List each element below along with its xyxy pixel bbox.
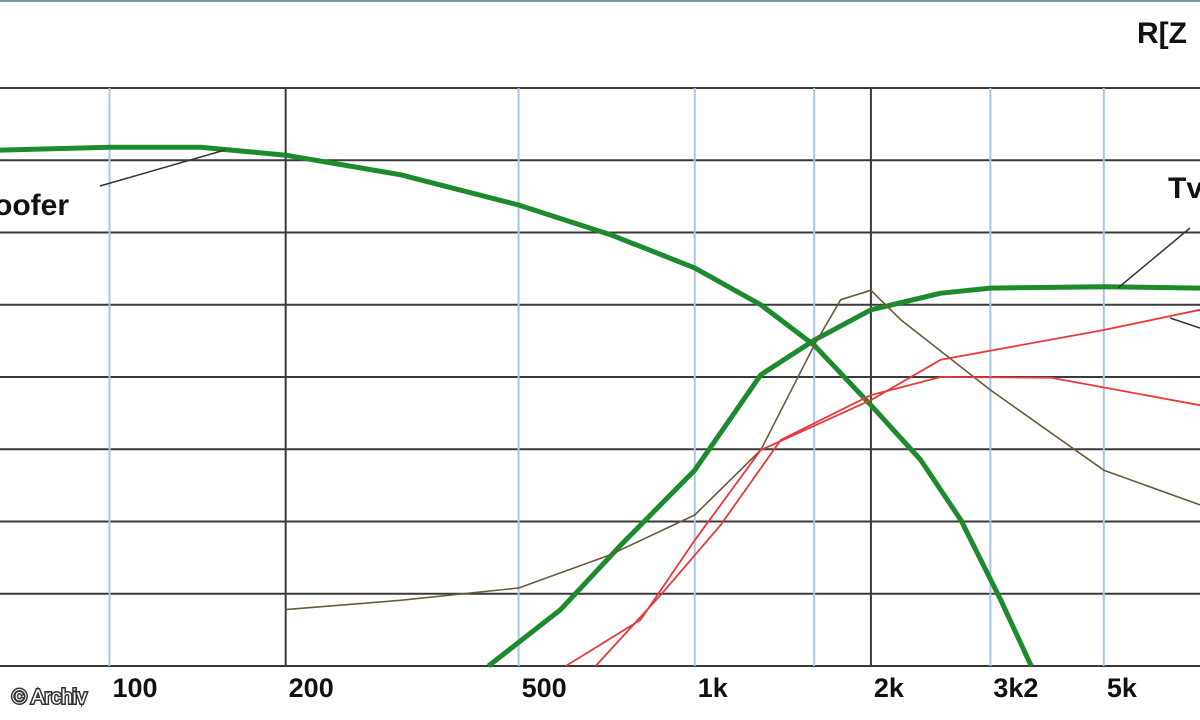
grid <box>0 87 1200 667</box>
x-tick-label: 3k2 <box>993 673 1038 703</box>
series-line <box>486 284 1200 668</box>
leader-line <box>1117 227 1191 289</box>
x-tick-label: 200 <box>289 673 334 703</box>
leader-line <box>99 149 226 187</box>
x-tick-label: 5k <box>1107 673 1138 703</box>
tick-labels: 100 200 500 1k 2k 3k2 5k <box>112 673 1137 703</box>
x-tick-label: 2k <box>874 673 905 703</box>
annotation: Tv <box>1168 172 1200 205</box>
lines <box>0 144 1200 668</box>
series-line <box>0 144 1034 668</box>
x-tick-label: 100 <box>112 673 157 703</box>
series-line <box>285 289 1200 611</box>
x-tick-label: 1k <box>698 673 729 703</box>
credit: © Archiv <box>12 686 87 708</box>
series-line <box>594 376 1200 667</box>
corner-label: R[Z <box>1137 17 1187 50</box>
annotation: oofer <box>0 189 69 222</box>
x-tick-label: 500 <box>522 673 567 703</box>
leader-line <box>1169 317 1200 329</box>
